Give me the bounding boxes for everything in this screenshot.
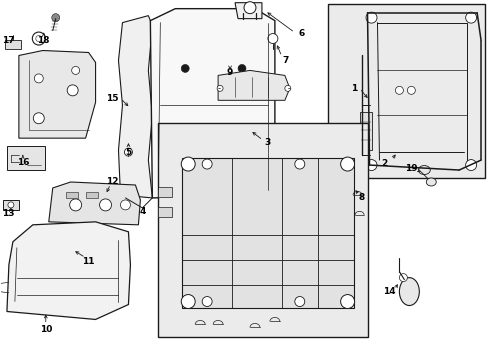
- Polygon shape: [49, 182, 140, 225]
- Circle shape: [395, 86, 403, 94]
- Ellipse shape: [399, 278, 419, 306]
- Polygon shape: [150, 9, 274, 198]
- Polygon shape: [218, 71, 289, 100]
- Text: 13: 13: [1, 210, 14, 219]
- Circle shape: [32, 32, 45, 45]
- Circle shape: [202, 159, 212, 169]
- Bar: [85, 192, 98, 198]
- Circle shape: [181, 294, 195, 309]
- Circle shape: [366, 159, 376, 171]
- Circle shape: [36, 36, 41, 41]
- Text: 17: 17: [1, 36, 14, 45]
- Polygon shape: [118, 15, 152, 198]
- Circle shape: [181, 157, 195, 171]
- Bar: [3, 200, 19, 210]
- Circle shape: [399, 274, 407, 282]
- Text: 3: 3: [264, 138, 270, 147]
- Circle shape: [34, 74, 43, 83]
- Circle shape: [340, 157, 354, 171]
- Text: 15: 15: [106, 94, 119, 103]
- Text: 18: 18: [37, 36, 49, 45]
- Circle shape: [72, 67, 80, 75]
- Circle shape: [67, 85, 78, 96]
- Circle shape: [120, 200, 130, 210]
- Circle shape: [244, 2, 255, 14]
- Circle shape: [33, 113, 44, 124]
- Text: 14: 14: [382, 287, 395, 296]
- Polygon shape: [235, 3, 262, 19]
- Bar: [158, 187, 172, 197]
- Circle shape: [340, 294, 354, 309]
- Text: 16: 16: [17, 158, 29, 167]
- Text: 6: 6: [298, 29, 305, 38]
- Polygon shape: [19, 50, 95, 138]
- Circle shape: [294, 159, 304, 169]
- Text: 1: 1: [351, 84, 357, 93]
- Bar: [7, 146, 45, 170]
- Circle shape: [238, 64, 245, 72]
- Circle shape: [69, 199, 81, 211]
- Text: 10: 10: [40, 325, 52, 334]
- Text: 4: 4: [139, 207, 145, 216]
- Circle shape: [285, 85, 290, 91]
- Text: 11: 11: [82, 257, 95, 266]
- Circle shape: [217, 85, 223, 91]
- Ellipse shape: [426, 178, 435, 186]
- Polygon shape: [7, 222, 130, 319]
- Text: 9: 9: [226, 68, 233, 77]
- Bar: [158, 123, 367, 337]
- Bar: [158, 207, 172, 217]
- Circle shape: [124, 148, 132, 156]
- Text: 19: 19: [404, 163, 417, 172]
- Circle shape: [202, 297, 212, 306]
- Text: 2: 2: [381, 158, 387, 167]
- Bar: [65, 192, 78, 198]
- Text: 12: 12: [106, 177, 119, 186]
- Circle shape: [181, 64, 189, 72]
- Bar: [327, 4, 484, 178]
- Ellipse shape: [417, 166, 429, 175]
- Circle shape: [294, 297, 304, 306]
- Circle shape: [267, 33, 277, 44]
- Circle shape: [8, 202, 14, 208]
- Circle shape: [100, 199, 111, 211]
- Circle shape: [465, 159, 476, 171]
- Circle shape: [407, 86, 414, 94]
- Circle shape: [366, 12, 376, 23]
- Text: 5: 5: [125, 148, 131, 157]
- Text: 8: 8: [358, 193, 364, 202]
- Circle shape: [52, 14, 60, 22]
- Bar: [359, 112, 371, 150]
- Text: 7: 7: [282, 56, 288, 65]
- Bar: [182, 158, 353, 307]
- Circle shape: [465, 12, 476, 23]
- Bar: [5, 40, 21, 49]
